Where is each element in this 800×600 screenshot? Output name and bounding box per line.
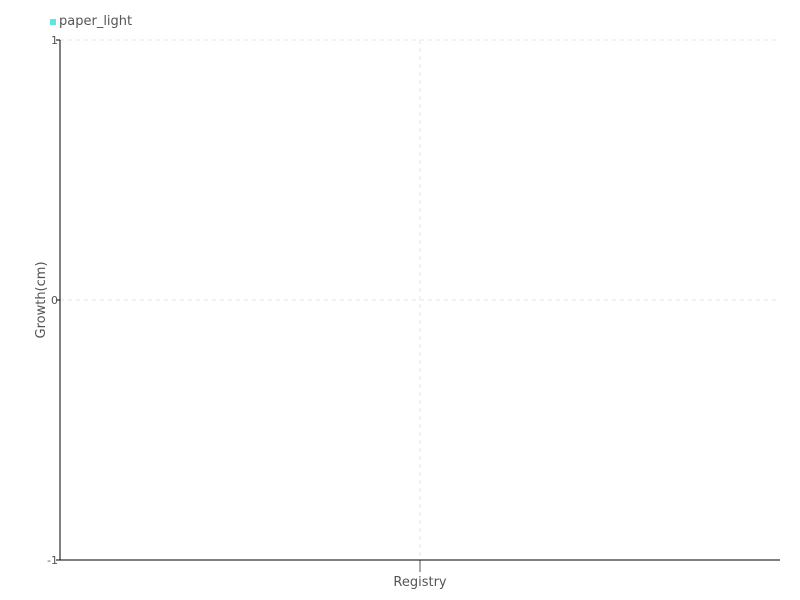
x-axis-label: Registry [393, 575, 447, 590]
legend-swatch [50, 19, 56, 25]
axes: -1 0 1 [47, 34, 780, 572]
y-axis-label: Growth(cm) [34, 261, 49, 338]
y-tick-label: 0 [51, 294, 58, 307]
legend: paper_light [50, 14, 132, 29]
y-tick-label: -1 [47, 554, 58, 567]
legend-label: paper_light [59, 14, 132, 29]
grid [60, 39, 780, 560]
y-tick-label: 1 [51, 34, 58, 47]
